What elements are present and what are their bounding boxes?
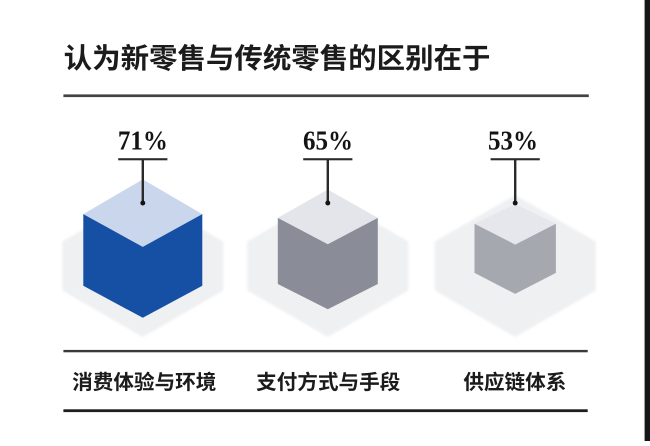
svg-text:53%: 53% (488, 125, 538, 155)
svg-text:65%: 65% (303, 125, 353, 155)
svg-text:71%: 71% (118, 125, 168, 155)
